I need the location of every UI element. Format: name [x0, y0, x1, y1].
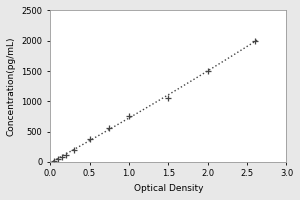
- Y-axis label: Concentration(pg/mL): Concentration(pg/mL): [7, 36, 16, 136]
- X-axis label: Optical Density: Optical Density: [134, 184, 203, 193]
